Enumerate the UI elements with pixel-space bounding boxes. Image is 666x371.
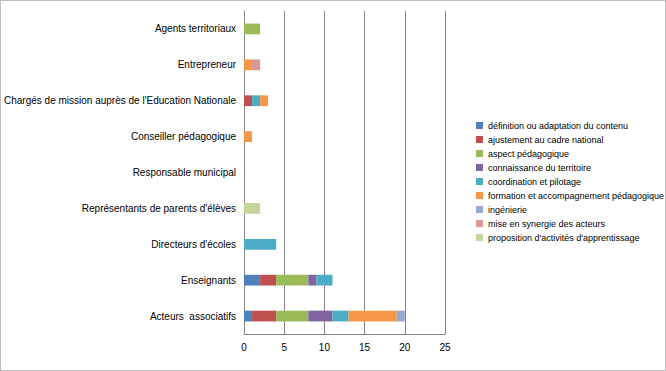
- svg-text:Responsable municipal: Responsable municipal: [133, 167, 236, 178]
- svg-text:coordination et pilotage: coordination et pilotage: [488, 177, 581, 187]
- svg-text:aspect pédagogique: aspect pédagogique: [488, 149, 569, 159]
- svg-text:20: 20: [399, 342, 411, 353]
- svg-text:Chargés de mission auprès de l: Chargés de mission auprès de l'Education…: [4, 95, 236, 106]
- svg-text:formation et accompagnement pé: formation et accompagnement pédagogique: [488, 191, 664, 201]
- svg-text:Conseiller pédagogique: Conseiller pédagogique: [131, 131, 237, 142]
- svg-text:mise en synergie des acteurs: mise en synergie des acteurs: [488, 219, 606, 229]
- svg-text:Enseignants: Enseignants: [181, 275, 236, 286]
- svg-text:Agents territoriaux: Agents territoriaux: [155, 23, 236, 34]
- svg-text:ajustement au cadre national: ajustement au cadre national: [488, 135, 604, 145]
- svg-text:définition ou adaptation du co: définition ou adaptation du contenu: [488, 121, 628, 131]
- svg-text:ingénierie: ingénierie: [488, 205, 527, 215]
- svg-text:connaissance du territoire: connaissance du territoire: [488, 163, 591, 173]
- svg-text:Représentants de parents d'élè: Représentants de parents d'élèves: [82, 203, 236, 214]
- svg-text:5: 5: [281, 342, 287, 353]
- svg-text:proposition d'activités d'appr: proposition d'activités d'apprentissage: [488, 233, 640, 243]
- svg-text:15: 15: [359, 342, 371, 353]
- svg-text:0: 0: [241, 342, 247, 353]
- svg-text:10: 10: [319, 342, 331, 353]
- svg-text:25: 25: [439, 342, 451, 353]
- svg-text:Directeurs d'écoles: Directeurs d'écoles: [151, 239, 236, 250]
- svg-text:Entrepreneur: Entrepreneur: [178, 59, 237, 70]
- svg-text:Acteurs associatifs: Acteurs associatifs: [150, 311, 236, 322]
